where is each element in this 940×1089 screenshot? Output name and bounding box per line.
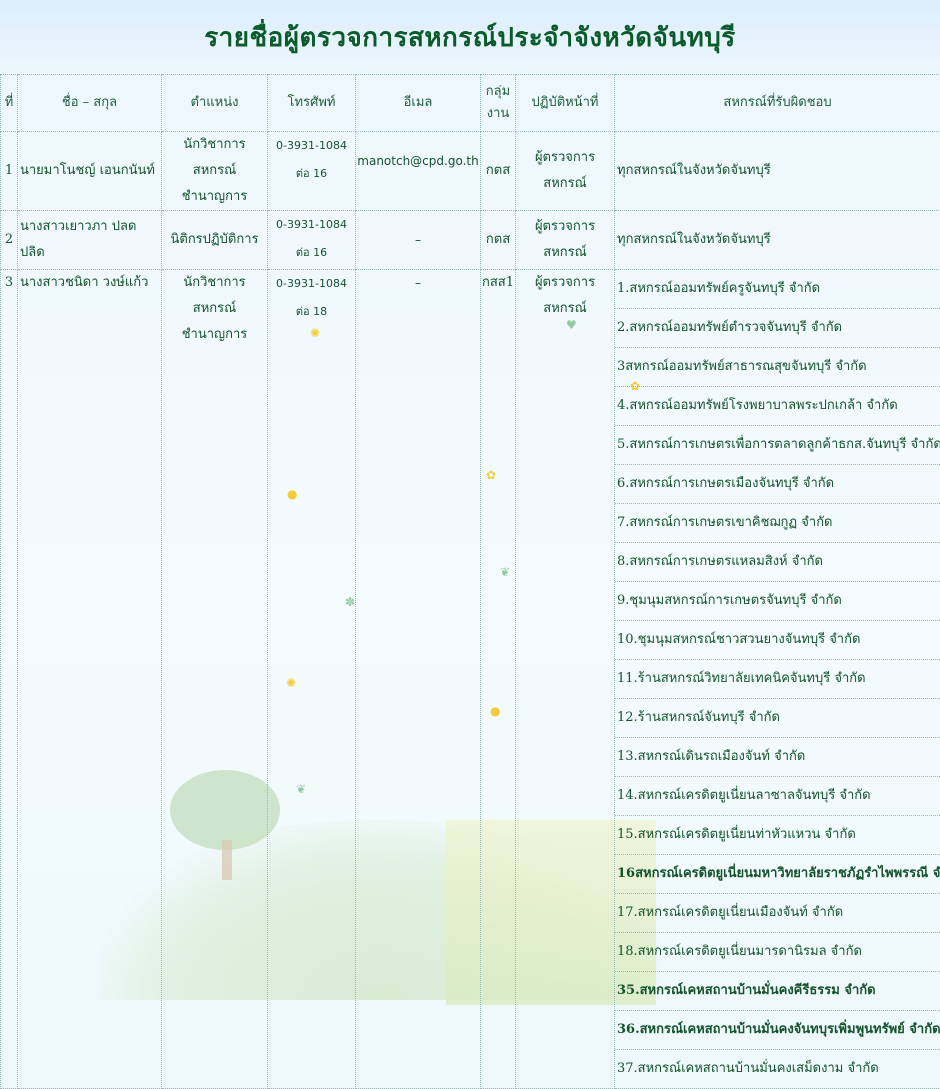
coop-list-item: 16สหกรณ์เครดิตยูเนี่ยนมหาวิทยาลัยราชภัฏร… [615,855,940,894]
coop-list-item: 18.สหกรณ์เครดิตยูเนี่ยนมารดานิรมล จำกัด [615,933,940,972]
coop-list-item: 10.ชุมนุมสหกรณ์ชาวสวนยางจันทบุรี จำกัด [615,621,940,660]
coop-list-item: 13.สหกรณ์เดินรถเมืองจันท์ จำกัด [615,738,940,777]
row-group: กตส [481,211,516,270]
table-row: 3 นางสาวชนิดา วงษ์แก้ว นักวิชาการสหกรณ์ … [1,270,940,1089]
phone-number: 0-3931-1084 [268,211,355,239]
coop-list-item: 1.สหกรณ์ออมทรัพย์ครูจันทบุรี จำกัด [615,270,940,309]
page-header: รายชื่อผู้ตรวจการสหกรณ์ประจำจังหวัดจันทบ… [0,0,940,74]
col-header-duty: ปฏิบัติหน้าที่ [516,75,615,132]
row-no: 2 [1,211,18,270]
col-header-name: ชื่อ – สกุล [18,75,162,132]
phone-extension: ต่อ 16 [268,239,355,267]
coop-list-item: 37.สหกรณ์เคหสถานบ้านมั่นคงเสม็ดงาม จำกัด [615,1050,940,1088]
coop-list-item: 9.ชุมนุมสหกรณ์การเกษตรจันทบุรี จำกัด [615,582,940,621]
row-group: กตส [481,132,516,211]
coop-list-item: 4.สหกรณ์ออมทรัพย์โรงพยาบาลพระปกเกล้า จำก… [615,387,940,426]
row-duty: ผู้ตรวจการสหกรณ์ [516,270,615,1089]
position-line: ชำนาญการ [162,184,267,210]
row-position: นิติกรปฏิบัติการ [162,211,268,270]
coop-list-item: 5.สหกรณ์การเกษตรเพื่อการตลาดลูกค้าธกส.จั… [615,426,940,465]
position-line: นิติกรปฏิบัติการ [162,227,267,253]
coop-list-item: 11.ร้านสหกรณ์วิทยาลัยเทคนิคจันทบุรี จำกั… [615,660,940,699]
row-phone: 0-3931-1084 ต่อ 16 [268,211,356,270]
row-position: นักวิชาการสหกรณ์ ชำนาญการ [162,132,268,211]
row-name: นางสาวเยาวภา ปลดปลิด [18,211,162,270]
row-email: – [356,270,481,1089]
row-name: นางสาวชนิดา วงษ์แก้ว [18,270,162,1089]
row-group: กสส1 [481,270,516,1089]
row-no: 3 [1,270,18,1089]
coop-list-item: 15.สหกรณ์เครดิตยูเนี่ยนท่าหัวแหวน จำกัด [615,816,940,855]
phone-number: 0-3931-1084 [268,270,355,298]
phone-number: 0-3931-1084 [268,132,355,160]
row-coops: ทุกสหกรณ์ในจังหวัดจันทบุรี [615,132,940,211]
inspector-table: ที่ ชื่อ – สกุล ตำแหน่ง โทรศัพท์ อีเมล ก… [0,74,940,1089]
col-header-group: กลุ่มงาน [481,75,516,132]
row-name: นายมาโนชญ์ เอนกนันท์ [18,132,162,211]
row-duty: ผู้ตรวจการสหกรณ์ [516,132,615,211]
phone-extension: ต่อ 16 [268,160,355,188]
coop-list-item: 8.สหกรณ์การเกษตรแหลมสิงห์ จำกัด [615,543,940,582]
coop-list-item: 14.สหกรณ์เครดิตยูเนี่ยนลาซาลจันทบุรี จำก… [615,777,940,816]
row-position: นักวิชาการสหกรณ์ ชำนาญการ [162,270,268,1089]
row-email[interactable]: manotch@cpd.go.th [356,132,481,211]
row-no: 1 [1,132,18,211]
row-coops: ทุกสหกรณ์ในจังหวัดจันทบุรี [615,211,940,270]
coop-list-item: 3สหกรณ์ออมทรัพย์สาธารณสุขจันทบุรี จำกัด [615,348,940,387]
position-line: นักวิชาการสหกรณ์ [162,132,267,184]
col-header-no: ที่ [1,75,18,132]
coop-list-item: 2.สหกรณ์ออมทรัพย์ตำรวจจันทบุรี จำกัด [615,309,940,348]
row-phone: 0-3931-1084 ต่อ 16 [268,132,356,211]
col-header-position: ตำแหน่ง [162,75,268,132]
col-header-phone: โทรศัพท์ [268,75,356,132]
table-row: 2 นางสาวเยาวภา ปลดปลิด นิติกรปฏิบัติการ … [1,211,940,270]
coop-list-item: 36.สหกรณ์เคหสถานบ้านมั่นคงจันทบุรเพิ่มพู… [615,1011,940,1050]
coop-list-item: 6.สหกรณ์การเกษตรเมืองจันทบุรี จำกัด [615,465,940,504]
row-email: – [356,211,481,270]
col-header-email: อีเมล [356,75,481,132]
row-phone: 0-3931-1084 ต่อ 18 [268,270,356,1089]
coop-list-item: 7.สหกรณ์การเกษตรเขาคิชฌกูฏ จำกัด [615,504,940,543]
page-title: รายชื่อผู้ตรวจการสหกรณ์ประจำจังหวัดจันทบ… [204,17,736,58]
table-row: 1 นายมาโนชญ์ เอนกนันท์ นักวิชาการสหกรณ์ … [1,132,940,211]
row-duty: ผู้ตรวจการสหกรณ์ [516,211,615,270]
table-header-row: ที่ ชื่อ – สกุล ตำแหน่ง โทรศัพท์ อีเมล ก… [1,75,940,132]
position-line: นักวิชาการสหกรณ์ [162,270,267,322]
col-header-coops: สหกรณ์ที่รับผิดชอบ [615,75,940,132]
coop-list-item: 35.สหกรณ์เคหสถานบ้านมั่นคงคีรีธรรม จำกัด [615,972,940,1011]
position-line: ชำนาญการ [162,322,267,348]
phone-extension: ต่อ 18 [268,298,355,326]
coop-list-item: 17.สหกรณ์เครดิตยูเนี่ยนเมืองจันท์ จำกัด [615,894,940,933]
coop-list-item: 12.ร้านสหกรณ์จันทบุรี จำกัด [615,699,940,738]
